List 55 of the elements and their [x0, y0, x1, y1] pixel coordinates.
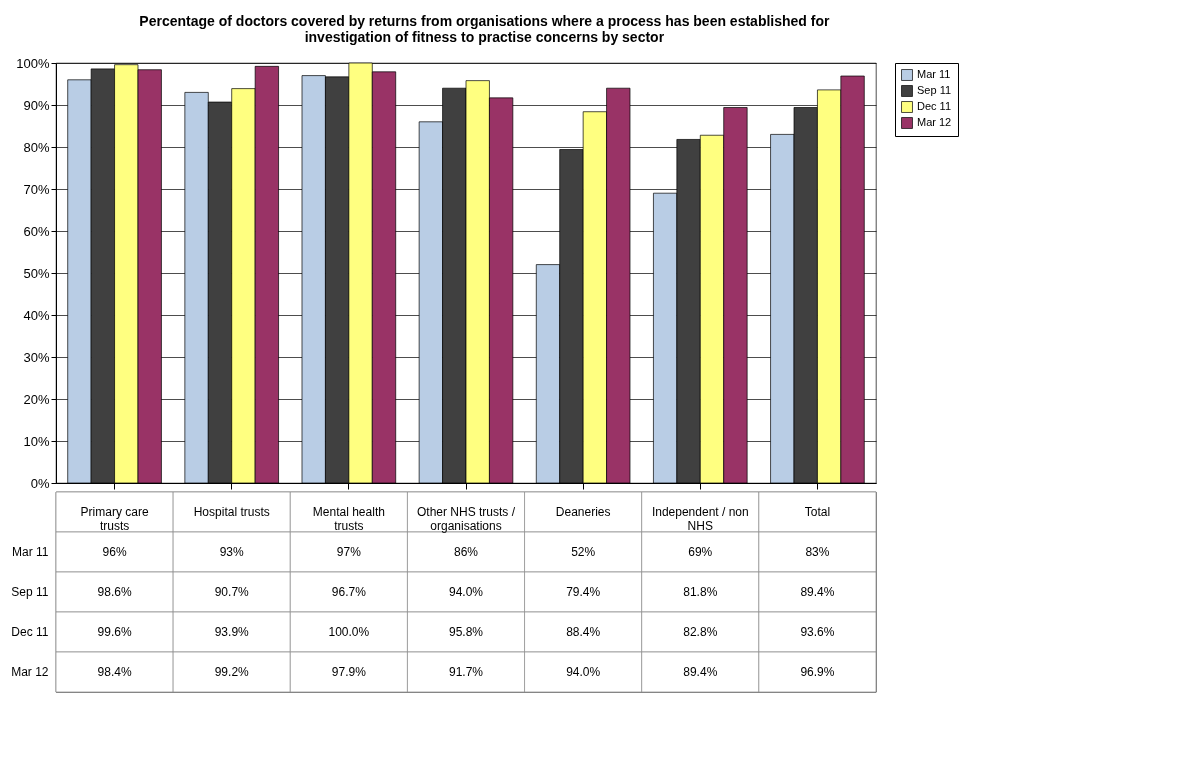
data-label: 95.8% [448, 625, 484, 639]
text: Mar 11 [12, 545, 49, 559]
legend-label: Sep 11 [917, 84, 952, 96]
y-tick-label: 60% [23, 223, 50, 239]
data-label: 96.7% [331, 585, 367, 599]
data-label: 82.8% [683, 625, 718, 639]
text: Sep 11 [11, 585, 49, 599]
y-tick-label: 0% [30, 475, 50, 491]
data-label: 97.9% [331, 665, 367, 679]
legend-label: Mar 11 [917, 68, 951, 80]
data-label: 100.0% [328, 625, 370, 639]
data-label: 83% [805, 545, 830, 559]
data-label: 96% [102, 545, 127, 559]
data-label: 94.0% [448, 585, 484, 599]
legend-label: Mar 12 [917, 116, 952, 128]
y-tick-label: 80% [23, 139, 50, 155]
x-tick-label: Primary care trusts [80, 505, 149, 533]
x-tick-label: Mental health trusts [312, 505, 385, 533]
data-label: 91.7% [448, 665, 484, 679]
legend-label: Dec 11 [917, 100, 952, 112]
y-tick-label: 30% [23, 349, 50, 365]
data-label: 89.4% [683, 665, 718, 679]
chart-title: Percentage of doctors covered by returns from organisations where a process has been established for investigation of fitness to practise concerns by sector [139, 12, 830, 45]
data-label: 90.7% [214, 585, 250, 599]
data-label: 88.4% [566, 625, 601, 639]
data-label: 89.4% [800, 585, 835, 599]
data-label: 81.8% [683, 585, 718, 599]
data-label: 93.9% [214, 625, 250, 639]
data-label: 96.9% [800, 665, 835, 679]
y-tick-label: 90% [23, 97, 50, 113]
y-tick-label: 70% [23, 181, 50, 197]
data-label: 86% [453, 545, 479, 559]
x-tick-label: Deaneries [555, 505, 611, 519]
y-tick-label: 10% [23, 433, 50, 449]
x-tick-label: Total [804, 505, 831, 519]
data-label: 94.0% [566, 665, 601, 679]
data-label: 79.4% [566, 585, 601, 599]
text: Dec 11 [11, 625, 49, 639]
data-label: 99.6% [97, 625, 132, 639]
data-label: 97% [336, 545, 362, 559]
x-tick-label: Other NHS trusts / organisations [416, 505, 516, 533]
data-label: 93.6% [800, 625, 835, 639]
y-tick-label: 50% [23, 265, 50, 281]
y-tick-label: 40% [23, 307, 50, 323]
data-label: 52% [571, 545, 596, 559]
x-tick-label: Hospital trusts [193, 505, 270, 519]
y-tick-label: 100% [16, 55, 50, 71]
text: Mar 12 [11, 665, 49, 679]
data-label: 98.4% [97, 665, 132, 679]
data-label: 69% [688, 545, 713, 559]
x-tick-label: Independent / non NHS [651, 505, 749, 533]
y-tick-label: 20% [23, 391, 50, 407]
data-label: 98.6% [97, 585, 132, 599]
data-label: 99.2% [214, 665, 250, 679]
data-label: 93% [219, 545, 245, 559]
